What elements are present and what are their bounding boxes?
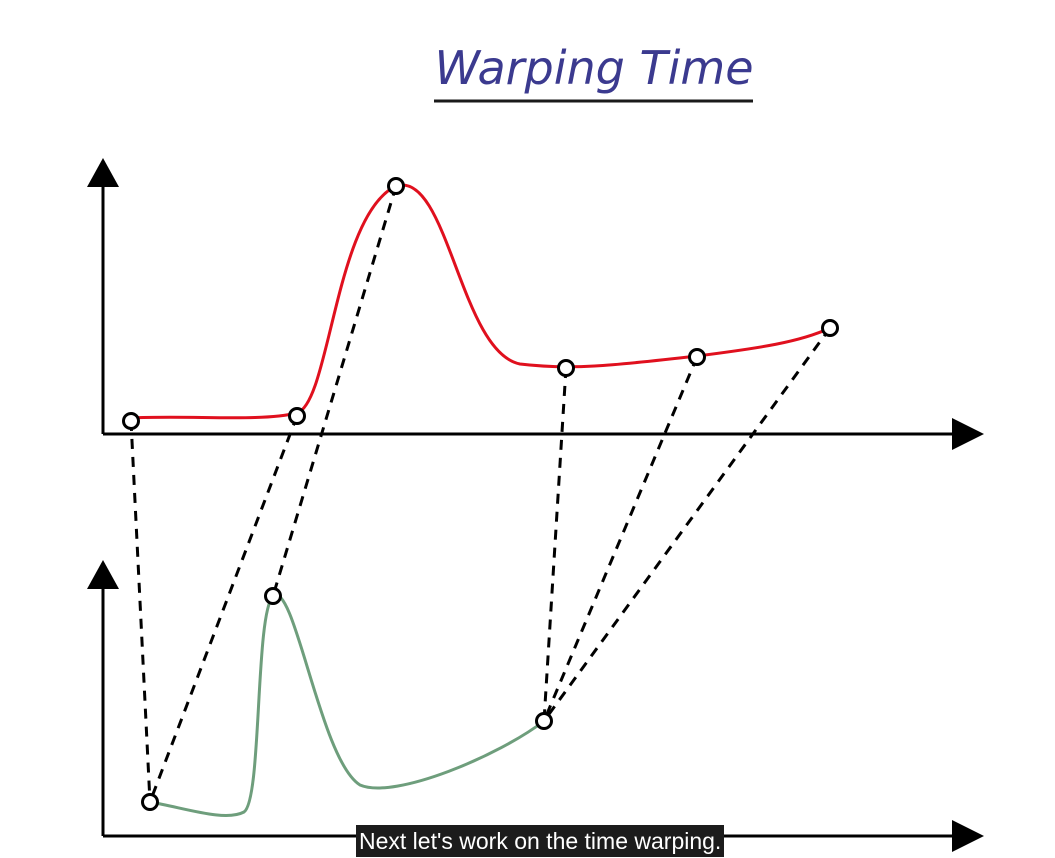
bottom-marker	[264, 587, 282, 605]
diagram-title: Warping Time	[434, 41, 753, 95]
bottom-x-axis-arrow-icon	[952, 820, 984, 852]
top-marker	[122, 412, 140, 430]
bottom-marker	[535, 712, 553, 730]
top-y-axis-arrow-icon	[87, 158, 119, 187]
correspondence-line	[148, 415, 299, 803]
correspondence-line	[542, 356, 699, 722]
top-marker	[557, 359, 575, 377]
top-marker	[387, 177, 405, 195]
top-marker	[688, 348, 706, 366]
top-marker	[821, 319, 839, 337]
bottom-marker	[141, 793, 159, 811]
bottom-y-axis-arrow-icon	[87, 560, 119, 589]
correspondence-line	[542, 327, 832, 722]
correspondence-line	[129, 420, 152, 803]
bottom-axes	[87, 560, 984, 852]
top-marker	[288, 407, 306, 425]
correspondence-line	[271, 185, 398, 597]
top-markers	[122, 177, 839, 430]
top-signal-curve	[129, 183, 832, 420]
correspondence-line	[542, 367, 568, 722]
bottom-signal-curve	[148, 593, 546, 817]
top-axes	[87, 158, 984, 450]
subtitle-caption: Next let's work on the time warping.	[356, 825, 725, 857]
correspondence-lines	[129, 185, 832, 803]
top-x-axis-arrow-icon	[952, 418, 984, 450]
bottom-markers	[141, 587, 553, 811]
